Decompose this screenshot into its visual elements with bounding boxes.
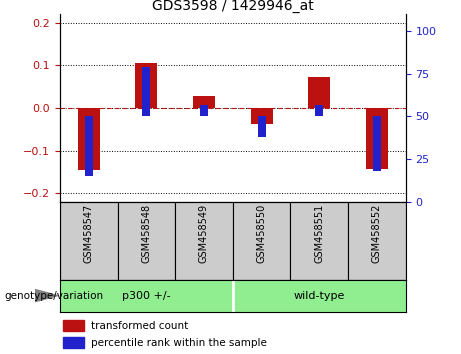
- Text: genotype/variation: genotype/variation: [5, 291, 104, 301]
- Text: GSM458548: GSM458548: [142, 204, 151, 263]
- Bar: [193, 96, 215, 108]
- Text: p300 +/-: p300 +/-: [122, 291, 171, 301]
- Bar: [200, 104, 208, 116]
- FancyBboxPatch shape: [60, 202, 118, 280]
- Text: GSM458549: GSM458549: [199, 204, 209, 263]
- Bar: [142, 67, 150, 116]
- Bar: [64, 337, 84, 348]
- Bar: [136, 63, 157, 108]
- Title: GDS3598 / 1429946_at: GDS3598 / 1429946_at: [152, 0, 313, 13]
- FancyBboxPatch shape: [348, 202, 406, 280]
- Bar: [258, 116, 266, 137]
- FancyBboxPatch shape: [175, 202, 233, 280]
- Polygon shape: [35, 290, 58, 302]
- FancyBboxPatch shape: [118, 202, 175, 280]
- Bar: [315, 104, 323, 116]
- FancyBboxPatch shape: [290, 202, 348, 280]
- Bar: [64, 320, 84, 331]
- Text: GSM458552: GSM458552: [372, 204, 382, 263]
- Bar: [78, 108, 100, 170]
- Text: GSM458547: GSM458547: [84, 204, 94, 263]
- Text: transformed count: transformed count: [91, 320, 188, 331]
- Text: GSM458551: GSM458551: [314, 204, 324, 263]
- Bar: [366, 108, 388, 169]
- Bar: [251, 108, 272, 124]
- Text: GSM458550: GSM458550: [257, 204, 266, 263]
- FancyBboxPatch shape: [233, 202, 290, 280]
- Bar: [85, 116, 93, 176]
- Text: wild-type: wild-type: [294, 291, 345, 301]
- Text: percentile rank within the sample: percentile rank within the sample: [91, 337, 267, 348]
- Bar: [373, 116, 381, 171]
- Bar: [308, 77, 330, 108]
